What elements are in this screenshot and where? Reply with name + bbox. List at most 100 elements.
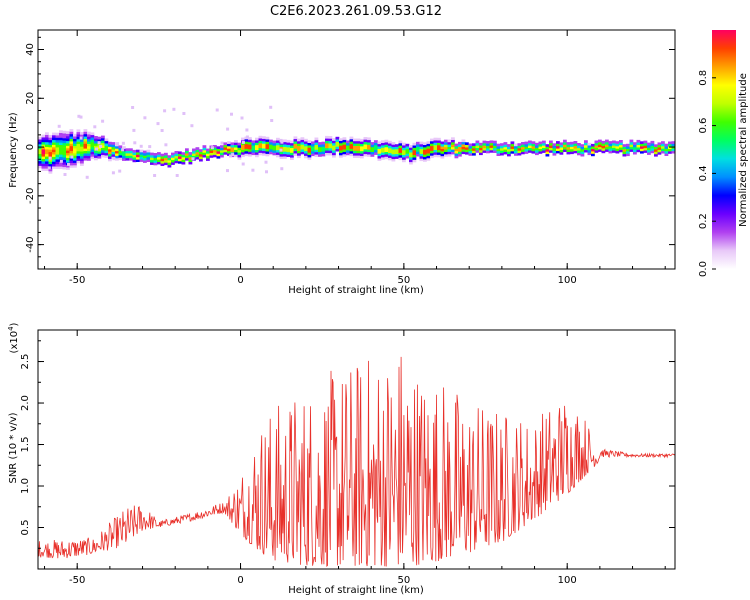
heatmap-cell [482, 140, 487, 144]
heatmap-cell [150, 157, 154, 161]
heatmap-cell [447, 153, 452, 157]
heatmap-cell [48, 151, 53, 155]
heatmap-noise-cell [79, 136, 83, 140]
heatmap-cell [101, 138, 105, 141]
heatmap-cell [584, 145, 588, 148]
snr-y-multiplier-base: (x10 [9, 331, 20, 354]
heatmap-cell [80, 141, 84, 145]
heatmap-cell [510, 151, 515, 154]
heatmap-cell [90, 139, 95, 143]
heatmap-cell [48, 142, 53, 145]
heatmap-cell [647, 142, 651, 146]
heatmap-cell [143, 155, 147, 159]
heatmap-cell [122, 151, 126, 154]
heatmap-cell [552, 145, 557, 149]
heatmap-cell [388, 143, 392, 146]
heatmap-cell [41, 163, 46, 167]
heatmap-cell [559, 152, 564, 155]
heatmap-cell [62, 154, 67, 158]
heatmap-cell [405, 146, 410, 149]
heatmap-cell [73, 150, 77, 154]
heatmap-cell [202, 150, 207, 153]
heatmap-cell [220, 145, 224, 148]
heatmap-cell [258, 143, 263, 146]
heatmap-cell [118, 150, 123, 153]
heatmap-cell [76, 153, 81, 157]
heatmap-cell [80, 156, 84, 159]
heatmap-cell [496, 146, 501, 149]
heatmap-cell [111, 144, 116, 148]
heatmap-cell [437, 140, 441, 143]
heatmap-cell [650, 145, 655, 149]
heatmap-cell [83, 129, 88, 132]
heatmap-cell [55, 154, 60, 157]
heatmap-cell [139, 152, 144, 155]
heatmap-cell [339, 155, 343, 158]
heatmap-cell [423, 159, 427, 162]
heatmap-cell [178, 156, 182, 159]
heatmap-cell [293, 146, 298, 149]
heatmap-cell [563, 149, 567, 152]
heatmap-cell [258, 145, 263, 149]
heatmap-cell [146, 159, 151, 162]
heatmap-cell [101, 154, 105, 158]
heatmap-cell [146, 154, 151, 158]
heatmap-cell [556, 145, 560, 149]
heatmap-cell [643, 145, 648, 149]
heatmap-cell [52, 149, 56, 153]
heatmap-cell [517, 145, 522, 149]
heatmap-cell [657, 142, 662, 146]
heatmap-cell [444, 149, 448, 152]
heatmap-cell [314, 149, 319, 153]
heatmap-cell [62, 159, 67, 163]
heatmap-cell [167, 162, 172, 166]
heatmap-cell [80, 146, 84, 150]
heatmap-cell [216, 151, 221, 154]
heatmap-cell [423, 154, 427, 157]
heatmap-cell [622, 151, 627, 155]
heatmap-cell [346, 145, 350, 148]
heatmap-cell [633, 147, 637, 150]
heatmap-cell [192, 148, 196, 152]
heatmap-cell [423, 151, 427, 155]
heatmap-cell [164, 162, 168, 166]
heatmap-cell [48, 137, 53, 141]
heatmap-cell [612, 147, 616, 151]
heatmap-cell [69, 136, 74, 139]
heatmap-cell [248, 144, 252, 147]
heatmap-cell [458, 153, 462, 157]
heatmap-cell [241, 137, 245, 141]
heatmap-cell [178, 153, 182, 157]
heatmap-cell [598, 144, 602, 148]
heatmap-cell [507, 146, 511, 150]
heatmap-cell [108, 153, 112, 157]
heatmap-cell [479, 152, 483, 156]
heatmap-cell [472, 145, 476, 149]
heatmap-cell [90, 154, 95, 157]
heatmap-cell [335, 136, 340, 140]
heatmap-cell [213, 152, 217, 155]
heatmap-noise-cell [280, 167, 284, 171]
heatmap-cell [657, 144, 662, 148]
heatmap-cell [258, 147, 263, 151]
heatmap-cell [468, 145, 473, 149]
heatmap-cell [255, 142, 259, 146]
heatmap-cell [286, 142, 291, 145]
heatmap-cell [76, 146, 81, 149]
heatmap-noise-cell [101, 119, 105, 123]
snr-x-tick-label: 0 [237, 575, 243, 586]
heatmap-cell [461, 139, 466, 143]
heatmap-cell [195, 149, 200, 153]
heatmap-cell [220, 150, 224, 153]
heatmap-cell [286, 151, 291, 155]
heatmap-cell [297, 155, 301, 159]
heatmap-cell [419, 151, 424, 154]
heatmap-cell [542, 150, 546, 153]
heatmap-cell [598, 146, 602, 150]
heatmap-cell [318, 154, 322, 157]
heatmap-cell [475, 150, 480, 153]
heatmap-cell [545, 153, 550, 157]
heatmap-cell [181, 154, 186, 158]
heatmap-cell [304, 153, 308, 156]
heatmap-cell [115, 150, 119, 154]
